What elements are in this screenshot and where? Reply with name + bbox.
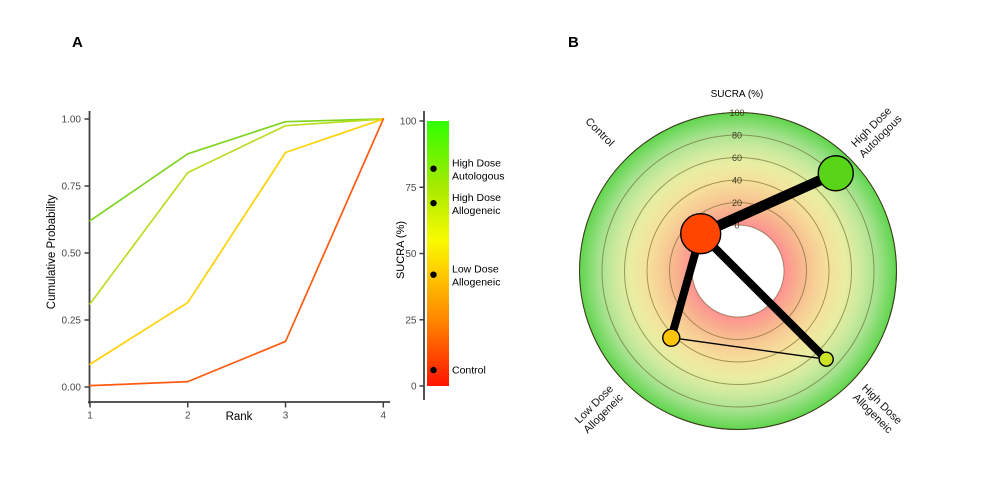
series-line-high-dose-allogeneic (89, 118, 385, 305)
radial-ring-label: 0 (734, 221, 739, 231)
edge-control--high-dose-allogeneic (697, 230, 830, 363)
radial-ring-label: 20 (732, 198, 742, 208)
radial-ring-label: 40 (732, 176, 742, 186)
a-x-tick-label: 3 (283, 411, 289, 422)
legend-label-high-dose-allogeneic: Allogeneic (452, 205, 500, 217)
a-y-tick-label: 0.25 (62, 316, 82, 327)
colorbar-tick-label: 100 (400, 117, 417, 128)
radial-ring-label: 80 (732, 131, 742, 141)
legend-dot-control (430, 366, 437, 374)
treatment-label-high-dose-allogeneic: High DoseAllogeneic (850, 382, 904, 436)
a-x-tick-label: 1 (87, 411, 93, 422)
legend-dot-high-dose-autologous (430, 165, 437, 172)
panel-b-label: B (568, 34, 579, 51)
node-high-dose-autologous (817, 155, 854, 192)
treatment-label-low-dose-allogeneic: Low DoseAllogeneic (572, 382, 626, 436)
legend-label-control: Control (452, 365, 486, 377)
colorbar-tick-label: 0 (411, 382, 417, 393)
treatment-label-control: Control (583, 116, 617, 150)
colorbar-tick-label: 75 (405, 183, 417, 194)
colorbar-title: SUCRA (%) (395, 220, 407, 280)
a-y-tick-label: 0.75 (62, 182, 82, 193)
radial-ring-label: 60 (732, 153, 742, 163)
a-y-tick-label: 1.00 (62, 115, 82, 126)
panel-a-y-axis-title: Cumulative Probability (46, 194, 58, 310)
series-line-low-dose-allogeneic (89, 118, 385, 366)
series-line-control (89, 118, 385, 387)
node-control (680, 213, 722, 255)
treatment-label-high-dose-autologous: High DoseAutologous (848, 103, 905, 160)
radial-ring (601, 134, 875, 408)
a-x-tick-label: 4 (381, 411, 387, 422)
legend-label-low-dose-allogeneic: Allogeneic (452, 277, 500, 289)
legend-label-low-dose-allogeneic: Low Dose (452, 264, 499, 276)
panel-a-label: A (72, 34, 83, 51)
legend-label-high-dose-allogeneic: High Dose (452, 192, 501, 204)
legend-dot-low-dose-allogeneic (430, 271, 437, 278)
a-x-tick-label: 2 (185, 411, 191, 422)
panel-a-rank-plot: 0.00 0.25 0.50 0.75 1.00 1 2 3 4 (62, 111, 390, 422)
legend-label-high-dose-autologous: Autologous (452, 171, 505, 183)
panel-a-x-axis-title: Rank (225, 411, 253, 423)
colorbar-tick-label: 25 (405, 315, 417, 326)
colorbar-gradient-bar (427, 121, 449, 386)
legend-dot-high-dose-allogeneic (430, 199, 437, 207)
radial-ring (624, 157, 852, 385)
radial-ring (579, 112, 897, 430)
a-y-tick-label: 0.50 (62, 249, 82, 260)
radial-axis-title: SUCRA (%) (710, 89, 764, 100)
edge-low-dose-allogeneic--high-dose-allogeneic (671, 337, 827, 360)
a-y-tick-label: 0.00 (62, 383, 82, 394)
radial-ring-label: 100 (729, 108, 744, 118)
node-low-dose-allogeneic (662, 328, 681, 347)
radial-ring (669, 202, 807, 340)
edge-control--high-dose-autologous (698, 168, 838, 239)
radial-ring (646, 179, 830, 363)
legend-label-high-dose-autologous: High Dose (452, 158, 501, 170)
colorbar-tick-label: 50 (405, 249, 417, 260)
series-line-high-dose-autologous (89, 118, 385, 222)
panel-b-radial-network: 0 20 40 60 80 100 Control High DoseAutologous Lo… (572, 103, 905, 436)
node-high-dose-allogeneic (818, 351, 834, 367)
